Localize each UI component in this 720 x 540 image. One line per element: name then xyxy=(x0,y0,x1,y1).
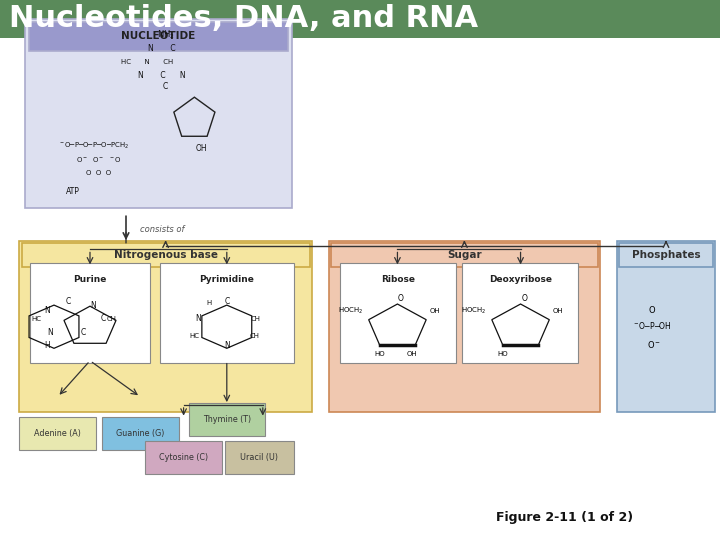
Text: C: C xyxy=(66,297,71,306)
FancyBboxPatch shape xyxy=(189,403,265,436)
Text: OH: OH xyxy=(196,144,207,153)
FancyBboxPatch shape xyxy=(619,243,713,267)
Text: H: H xyxy=(44,341,50,350)
Text: Nitrogenous base: Nitrogenous base xyxy=(114,250,217,260)
Text: Adenine (A): Adenine (A) xyxy=(34,429,81,438)
Text: N       C      N: N C N xyxy=(138,71,186,80)
Text: N: N xyxy=(44,306,50,315)
Text: O: O xyxy=(648,306,655,315)
FancyBboxPatch shape xyxy=(340,263,456,363)
Text: O: O xyxy=(398,294,404,303)
Text: N: N xyxy=(224,341,230,350)
Text: Uracil (U): Uracil (U) xyxy=(240,453,278,462)
Text: CH: CH xyxy=(251,316,261,322)
Text: OH: OH xyxy=(430,308,440,314)
Text: HC: HC xyxy=(189,333,199,339)
Text: $^-$O─P─O─P─O─PCH$_2$: $^-$O─P─O─P─O─PCH$_2$ xyxy=(58,141,129,151)
FancyBboxPatch shape xyxy=(30,263,150,363)
Text: O: O xyxy=(521,294,527,303)
Text: HOCH$_2$: HOCH$_2$ xyxy=(461,306,487,316)
FancyBboxPatch shape xyxy=(19,241,312,412)
Text: Thymine (T): Thymine (T) xyxy=(203,415,251,424)
Text: O$^-$  O$^-$  $^-$O: O$^-$ O$^-$ $^-$O xyxy=(76,155,122,164)
Text: CH: CH xyxy=(249,333,259,339)
Text: CH: CH xyxy=(107,316,117,322)
Text: HOCH$_2$: HOCH$_2$ xyxy=(338,306,364,316)
Text: Nucleotides, DNA, and RNA: Nucleotides, DNA, and RNA xyxy=(9,4,478,33)
Text: Ribose: Ribose xyxy=(381,275,415,285)
FancyBboxPatch shape xyxy=(160,263,294,363)
Text: N       C: N C xyxy=(148,44,176,53)
FancyBboxPatch shape xyxy=(0,0,720,38)
Text: C: C xyxy=(224,297,230,306)
Text: HO: HO xyxy=(498,352,508,357)
Text: N: N xyxy=(91,301,96,310)
Text: NUCLEOTIDE: NUCLEOTIDE xyxy=(121,31,196,41)
FancyBboxPatch shape xyxy=(617,241,715,412)
Text: ATP: ATP xyxy=(66,187,80,196)
Text: Cytosine (C): Cytosine (C) xyxy=(159,453,208,462)
FancyBboxPatch shape xyxy=(102,417,179,450)
Text: consists of: consists of xyxy=(140,225,185,234)
Text: N: N xyxy=(48,328,53,337)
Text: HO: HO xyxy=(374,352,384,357)
Text: Phosphates: Phosphates xyxy=(631,250,701,260)
Text: HC: HC xyxy=(31,316,41,322)
Text: OH: OH xyxy=(553,308,563,314)
FancyBboxPatch shape xyxy=(29,22,288,51)
Text: N: N xyxy=(195,314,201,323)
Text: O$^-$: O$^-$ xyxy=(647,339,661,350)
Text: Sugar: Sugar xyxy=(447,250,482,260)
Text: Pyrimidine: Pyrimidine xyxy=(199,275,254,285)
Text: $^-$O─P─OH: $^-$O─P─OH xyxy=(631,320,672,332)
FancyBboxPatch shape xyxy=(25,19,292,208)
Text: Purine: Purine xyxy=(73,275,107,285)
FancyBboxPatch shape xyxy=(19,417,96,450)
Text: Guanine (G): Guanine (G) xyxy=(116,429,165,438)
Text: C: C xyxy=(100,314,106,323)
FancyBboxPatch shape xyxy=(145,441,222,474)
FancyBboxPatch shape xyxy=(331,243,598,267)
Text: C: C xyxy=(163,82,168,91)
FancyBboxPatch shape xyxy=(22,243,310,267)
FancyBboxPatch shape xyxy=(462,263,578,363)
Text: Deoxyribose: Deoxyribose xyxy=(489,275,552,285)
Text: HC      N      CH: HC N CH xyxy=(122,59,174,65)
FancyBboxPatch shape xyxy=(329,241,600,412)
Text: O  O  O: O O O xyxy=(86,170,112,176)
Text: OH: OH xyxy=(407,352,417,357)
Text: Figure 2-11 (1 of 2): Figure 2-11 (1 of 2) xyxy=(497,511,634,524)
Text: H: H xyxy=(206,300,212,306)
Text: C: C xyxy=(80,328,86,337)
FancyBboxPatch shape xyxy=(225,441,294,474)
Text: NH$_2$: NH$_2$ xyxy=(157,29,174,42)
